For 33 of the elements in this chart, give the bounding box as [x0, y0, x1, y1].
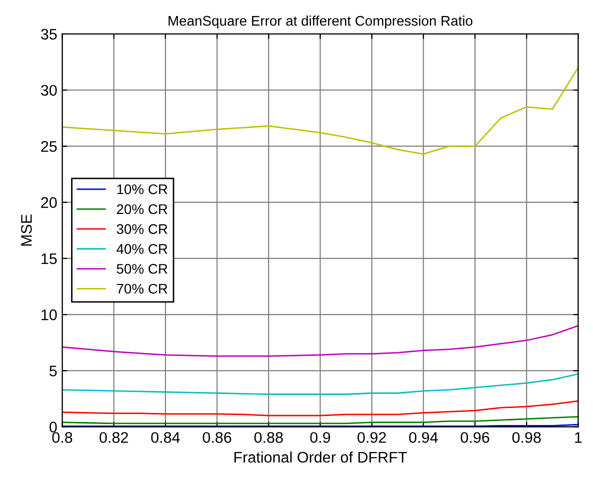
- legend-label: 10% CR: [117, 184, 168, 194]
- legend-label: 20% CR: [116, 204, 168, 214]
- x-tick-label: 0.9: [310, 432, 330, 443]
- legend-label: 30% CR: [116, 224, 168, 234]
- y-tick-label: 5: [50, 366, 57, 376]
- y-tick-label: 20: [41, 197, 57, 208]
- x-tick-label: 0.94: [409, 432, 438, 443]
- legend-label: 50% CR: [116, 264, 168, 274]
- y-tick-label: 0: [50, 422, 57, 432]
- line-series: [62, 416, 578, 424]
- line-series: [62, 325, 578, 357]
- x-tick-label: 1: [575, 432, 582, 443]
- y-axis-title: MSE: [21, 214, 32, 246]
- x-tick-label: 0.92: [358, 432, 386, 443]
- x-tick-label: 0.8: [52, 432, 72, 443]
- x-tick-label: 0.84: [151, 432, 180, 443]
- y-tick-label: 15: [42, 253, 57, 264]
- x-tick-label: 0.96: [460, 432, 490, 443]
- line-series: [62, 373, 578, 395]
- legend-label: 70% CR: [116, 284, 168, 294]
- line-series: [62, 400, 578, 416]
- y-tick-label: 30: [40, 84, 57, 96]
- legend-label: 40% CR: [116, 244, 168, 254]
- y-tick-label: 10: [42, 309, 57, 320]
- x-tick-label: 0.98: [512, 432, 541, 443]
- x-axis-title: Frational Order of DFRFT: [234, 451, 407, 463]
- x-tick-label: 0.82: [100, 432, 128, 443]
- x-tick-label: 0.88: [254, 432, 283, 443]
- y-tick-label: 35: [40, 28, 57, 40]
- chart-title: MeanSquare Error at different Compression Ratio: [168, 16, 472, 28]
- x-tick-label: 0.86: [202, 432, 232, 443]
- y-tick-label: 25: [41, 141, 57, 152]
- line-series: [62, 66, 578, 155]
